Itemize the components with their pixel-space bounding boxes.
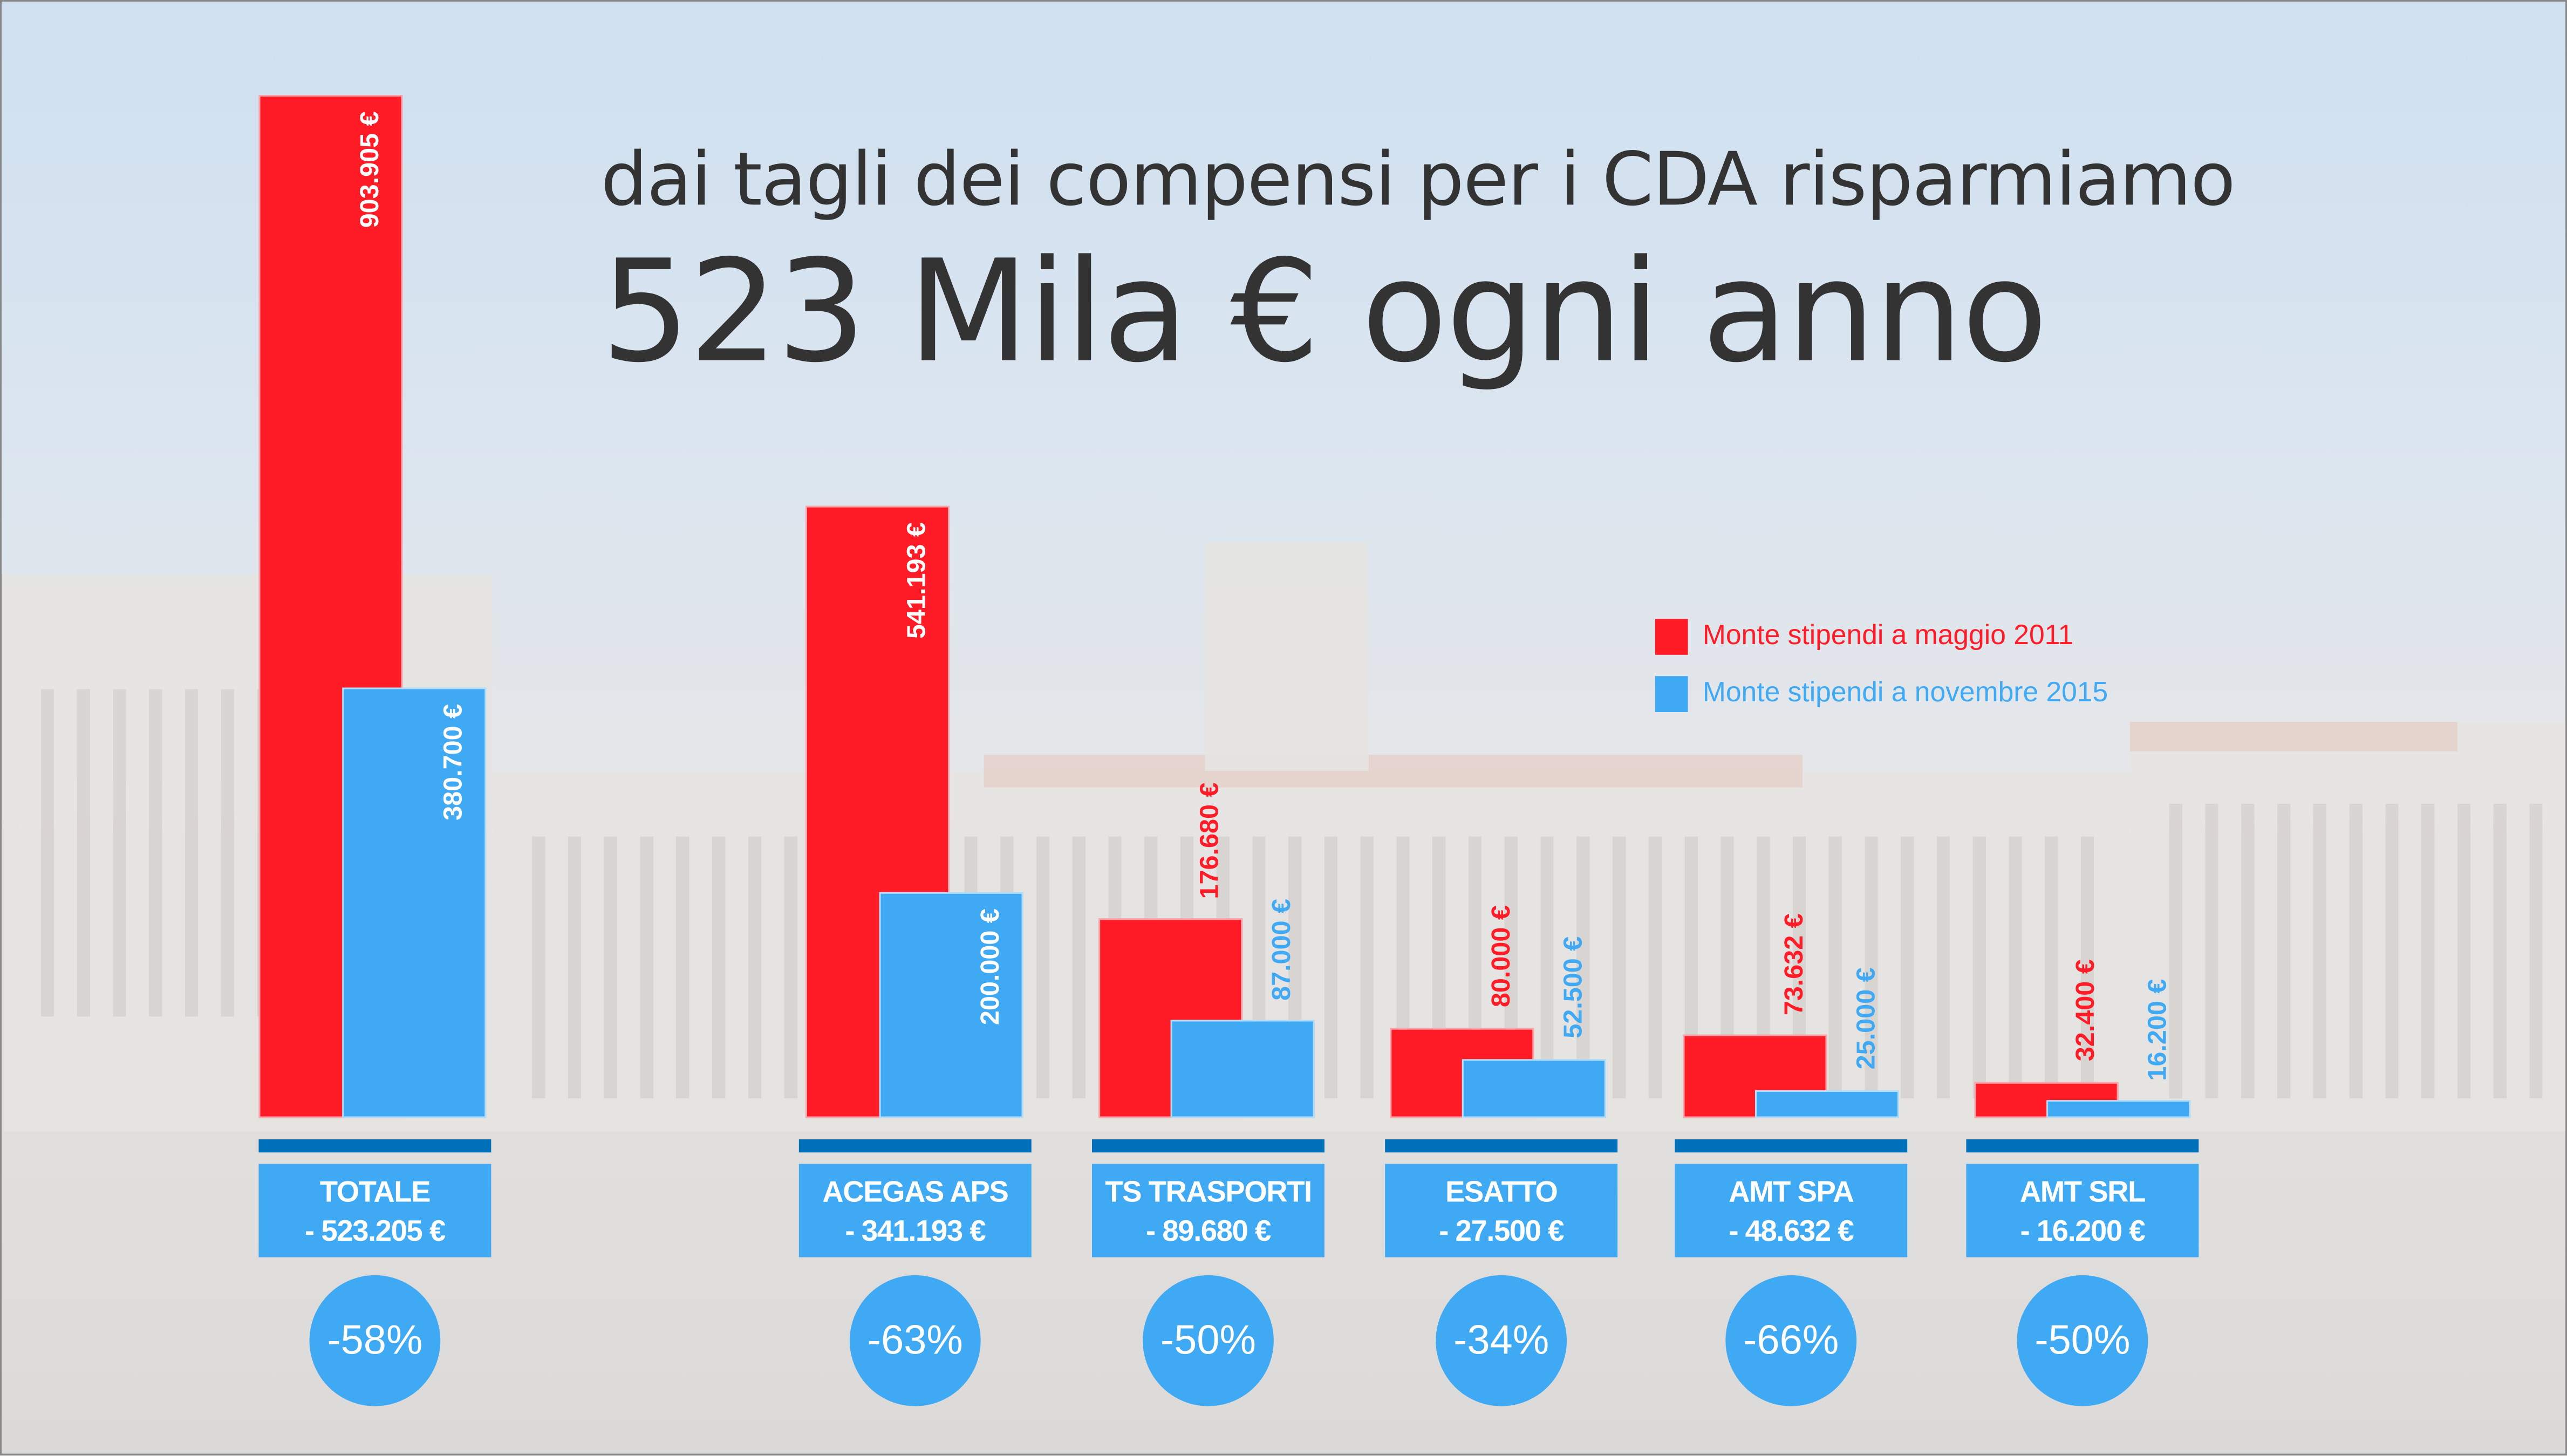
legend-label: Monte stipendi a novembre 2015	[1702, 676, 2108, 708]
legend-item-2011: Monte stipendi a maggio 2011	[1655, 619, 2073, 655]
legend-swatch-blue	[1655, 676, 1688, 713]
percent-badge-amt-srl: -50%	[2017, 1275, 2148, 1406]
savings-amount: - 48.632 €	[1729, 1214, 1854, 1248]
category-box-amt-spa: AMT SPA - 48.632 €	[1675, 1164, 1908, 1257]
percent-badge-ts-trasporti: -50%	[1143, 1275, 1274, 1406]
value-label: 176.680 €	[1197, 782, 1225, 899]
value-label: 73.632 €	[1781, 913, 1810, 1015]
value-label: 541.193 €	[904, 522, 932, 639]
bar-2015-totale	[342, 687, 487, 1118]
legend-label: Monte stipendi a maggio 2011	[1702, 619, 2074, 651]
baseline-strip	[1675, 1139, 1908, 1153]
bar-2015-ts-trasporti	[1170, 1020, 1315, 1118]
value-label: 80.000 €	[1488, 906, 1516, 1008]
value-label: 903.905 €	[357, 111, 385, 228]
baseline-strip	[1385, 1139, 1618, 1153]
category-name: TS TRASPORTI	[1105, 1175, 1312, 1208]
legend-swatch-red	[1655, 619, 1688, 655]
category-name: AMT SPA	[1729, 1175, 1854, 1208]
value-label: 87.000 €	[1268, 898, 1297, 1000]
percent-badge-amt-spa: -66%	[1725, 1275, 1857, 1406]
category-box-ts-trasporti: TS TRASPORTI - 89.680 €	[1092, 1164, 1325, 1257]
category-name: ACEGAS APS	[822, 1175, 1009, 1208]
bar-2015-acegas-aps	[879, 891, 1023, 1118]
category-box-amt-srl: AMT SRL - 16.200 €	[1966, 1164, 2199, 1257]
savings-amount: - 16.200 €	[2020, 1214, 2145, 1248]
baseline-strip	[258, 1139, 491, 1153]
category-name: TOTALE	[319, 1175, 431, 1208]
category-box-acegas-aps: ACEGAS APS - 341.193 €	[798, 1164, 1032, 1257]
savings-amount: - 27.500 €	[1439, 1214, 1564, 1248]
category-name: AMT SRL	[2019, 1175, 2146, 1208]
savings-amount: - 89.680 €	[1146, 1214, 1271, 1248]
headline-subtitle: dai tagli dei compensi per i CDA risparm…	[600, 135, 2236, 223]
category-box-esatto: ESATTO - 27.500 €	[1385, 1164, 1618, 1257]
value-label: 32.400 €	[2072, 960, 2101, 1062]
percent-badge-esatto: -34%	[1436, 1275, 1567, 1406]
percent-badge-acegas-aps: -63%	[849, 1275, 981, 1406]
savings-amount: - 523.205 €	[305, 1214, 446, 1248]
value-label: 25.000 €	[1853, 968, 1881, 1070]
bar-2015-esatto	[1462, 1058, 1606, 1118]
category-name: ESATTO	[1445, 1175, 1558, 1208]
value-label: 200.000 €	[977, 908, 1006, 1025]
savings-amount: - 341.193 €	[845, 1214, 986, 1248]
percent-badge-totale: -58%	[309, 1275, 441, 1406]
legend-item-2015: Monte stipendi a novembre 2015	[1655, 676, 2108, 713]
baseline-strip	[798, 1139, 1032, 1153]
category-box-totale: TOTALE - 523.205 €	[258, 1164, 491, 1257]
baseline-strip	[1092, 1139, 1325, 1153]
bar-2015-amt-spa	[1754, 1090, 1900, 1118]
bar-2015-amt-srl	[2046, 1099, 2191, 1118]
headline-title: 523 Mila € ogni anno	[600, 230, 2048, 395]
value-label: 52.500 €	[1560, 937, 1588, 1040]
value-label: 16.200 €	[2145, 978, 2173, 1081]
baseline-strip	[1966, 1139, 2199, 1153]
value-label: 380.700 €	[440, 703, 468, 821]
